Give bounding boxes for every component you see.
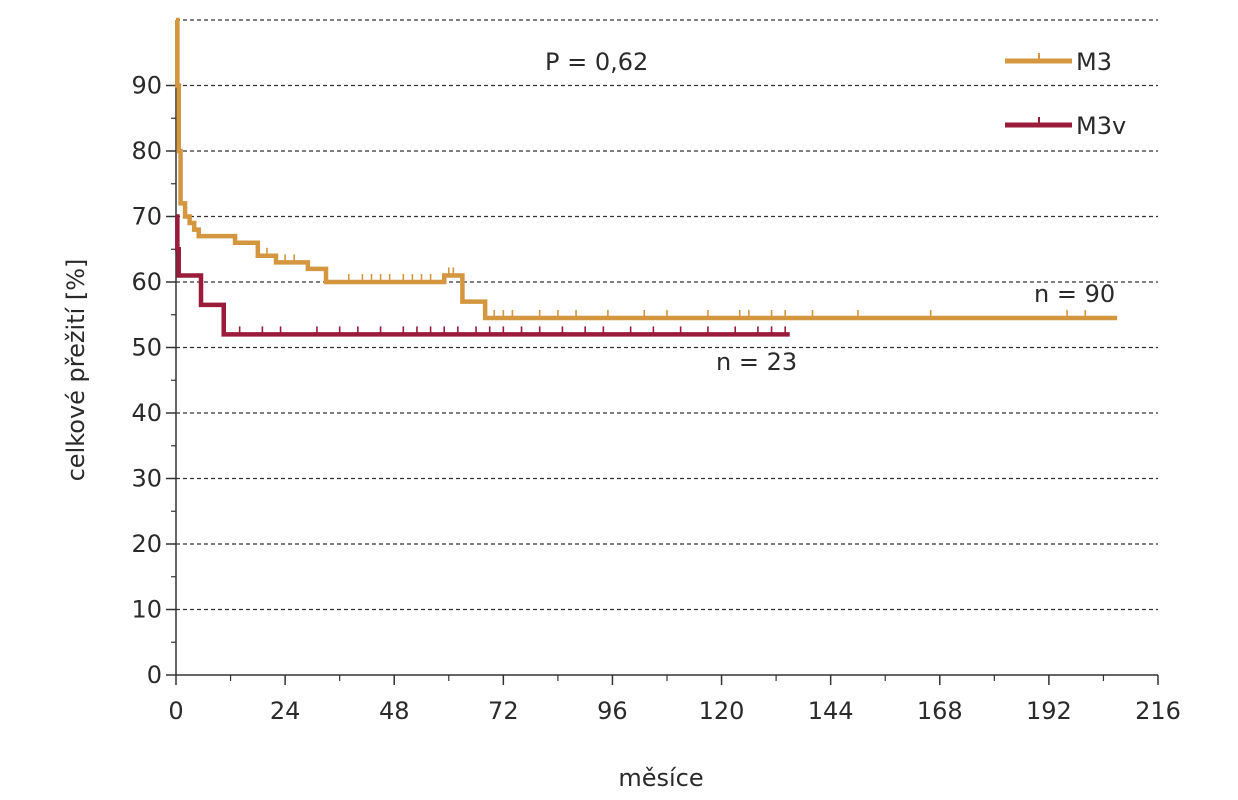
grid-lines <box>176 19 1158 611</box>
x-axis-title: měsíce <box>618 764 703 792</box>
y-tick-label-90: 90 <box>131 72 162 100</box>
y-tick-label-20: 20 <box>131 530 162 558</box>
x-tick-label-96: 96 <box>597 697 628 725</box>
x-tick-label-216: 216 <box>1135 697 1181 725</box>
y-tick-label-30: 30 <box>131 465 162 493</box>
y-tick-label-80: 80 <box>131 137 162 165</box>
x-tick-label-72: 72 <box>488 697 519 725</box>
legend: M3 M3v <box>1005 48 1126 140</box>
x-tick-label-120: 120 <box>699 697 745 725</box>
x-tick-label-144: 144 <box>808 697 854 725</box>
series-layer <box>175 17 1118 337</box>
y-tick-label-0: 0 <box>147 661 162 689</box>
series-m3v-line <box>175 214 790 337</box>
x-tick-label-48: 48 <box>379 697 410 725</box>
legend-m3-label: M3 <box>1076 48 1112 76</box>
y-tick-label-60: 60 <box>131 268 162 296</box>
y-tick-label-10: 10 <box>131 596 162 624</box>
series-m3-line <box>175 17 1118 321</box>
x-tick-label-0: 0 <box>168 697 183 725</box>
y-tick-label-70: 70 <box>131 203 162 231</box>
y-axis-title: celkové přežití [%] <box>62 259 90 482</box>
x-tick-label-192: 192 <box>1026 697 1072 725</box>
m3v-count-annotation: n = 23 <box>716 348 797 376</box>
y-tick-label-50: 50 <box>131 334 162 362</box>
legend-m3v-label: M3v <box>1076 112 1126 140</box>
p-value-annotation: P = 0,62 <box>545 48 648 76</box>
y-tick-label-40: 40 <box>131 399 162 427</box>
x-tick-label-168: 168 <box>917 697 963 725</box>
axes: 0 10 20 30 40 50 60 70 80 90 0 24 48 72 96 120 144 168 192… <box>131 20 1181 725</box>
x-tick-label-24: 24 <box>270 697 301 725</box>
m3-count-annotation: n = 90 <box>1034 280 1115 308</box>
